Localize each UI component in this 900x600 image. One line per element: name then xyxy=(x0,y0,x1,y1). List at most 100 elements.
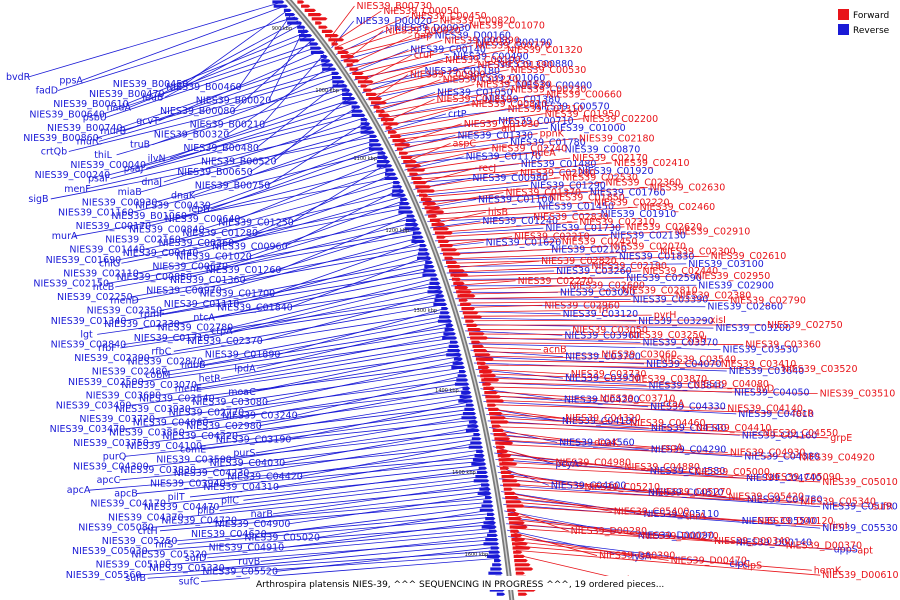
forward-gene-arrow xyxy=(448,269,465,273)
reverse-connector xyxy=(234,490,490,522)
reverse-gene-label: NIES39_C01360 xyxy=(170,275,246,286)
forward-connector xyxy=(437,221,578,233)
forward-gene-arrow xyxy=(439,244,454,248)
reverse-gene-label: gcvT xyxy=(136,116,159,127)
reverse-connector xyxy=(68,83,345,152)
forward-gene-arrow xyxy=(513,554,526,558)
forward-gene-arrow xyxy=(482,382,492,386)
reverse-gene-label: NIES39_B00460 xyxy=(166,82,242,93)
reverse-gene-arrow xyxy=(341,88,351,92)
forward-gene-arrow xyxy=(509,521,525,525)
forward-gene-arrow xyxy=(483,386,495,390)
reverse-connector xyxy=(81,5,286,81)
forward-connector xyxy=(420,177,561,194)
forward-gene-arrow xyxy=(514,559,528,563)
reverse-gene-arrow xyxy=(444,328,455,332)
reverse-connector xyxy=(150,498,491,528)
reverse-connector xyxy=(145,404,473,444)
forward-connector xyxy=(484,382,755,390)
forward-connector xyxy=(459,290,621,295)
reverse-gene-label: NIES39_C01240 xyxy=(482,216,558,227)
forward-connector xyxy=(497,439,728,453)
reverse-gene-label: miaB xyxy=(118,187,142,198)
forward-gene-label: NIES39_D00390 xyxy=(599,551,675,562)
forward-gene-label: NIES39_C05340 xyxy=(800,497,876,508)
reverse-connector xyxy=(228,423,477,461)
forward-gene-label: thrA xyxy=(686,511,707,522)
forward-connector xyxy=(372,74,409,101)
forward-gene-label: NIES39_C02190 xyxy=(591,261,667,272)
forward-gene-label: NIES39_C01220 xyxy=(443,75,519,86)
forward-gene-label: NIES39_C02460 xyxy=(640,202,716,213)
reverse-gene-label: NIES39_C00570 xyxy=(534,102,610,113)
reverse-connector xyxy=(237,158,388,220)
reverse-connector xyxy=(184,154,386,217)
forward-gene-arrow xyxy=(490,416,506,420)
reverse-gene-label: NIES39_C03930 xyxy=(115,404,191,415)
forward-connector xyxy=(515,549,821,576)
forward-gene-label: sufR xyxy=(872,501,893,512)
reverse-gene-label: NIES39_C00640 xyxy=(165,214,241,225)
reverse-connector xyxy=(50,136,376,200)
reverse-gene-label: NIES39_C03290 xyxy=(638,316,714,327)
reverse-gene-arrow xyxy=(476,449,484,453)
reverse-connector xyxy=(207,143,380,207)
forward-connector xyxy=(505,483,799,502)
forward-gene-arrow xyxy=(478,365,490,369)
reverse-connector xyxy=(201,169,393,230)
reverse-connector xyxy=(167,330,454,376)
forward-gene-arrow xyxy=(387,130,398,134)
forward-gene-label: NIES39_C02440 xyxy=(643,266,719,277)
reverse-gene-arrow xyxy=(351,109,364,113)
reverse-connector xyxy=(129,244,425,298)
forward-gene-label: xisH xyxy=(687,335,707,346)
forward-connector xyxy=(369,69,509,96)
reverse-gene-label: NIES39_C03940 xyxy=(150,478,226,489)
reverse-connector xyxy=(246,438,480,474)
forward-connector xyxy=(495,430,593,444)
forward-connector xyxy=(408,147,490,167)
reverse-gene-label: NIES39_B00210 xyxy=(190,119,266,130)
forward-gene-arrow xyxy=(399,151,409,155)
forward-gene-arrow xyxy=(415,185,432,189)
reverse-gene-arrow xyxy=(483,521,497,525)
forward-gene-arrow xyxy=(470,336,489,340)
reverse-gene-label: NIES39_C05530 xyxy=(822,523,898,534)
reverse-gene-arrow xyxy=(490,546,500,550)
legend-reverse-label: Reverse xyxy=(853,26,890,36)
reverse-connector xyxy=(162,262,432,315)
forward-connector xyxy=(462,300,729,304)
reverse-gene-label: apcA xyxy=(67,485,91,496)
reverse-gene-arrow xyxy=(377,151,387,155)
forward-gene-label: NIES39_D00280 xyxy=(571,526,647,537)
reverse-gene-label: murC xyxy=(77,136,103,147)
reverse-gene-label: NIES39_C02330 xyxy=(104,319,180,330)
forward-gene-arrow xyxy=(436,235,446,239)
reverse-connector xyxy=(235,397,471,437)
forward-gene-arrow xyxy=(318,25,328,29)
forward-gene-label: NIES39_D00340 xyxy=(714,536,790,547)
reverse-gene-label: NIES39_C01100 xyxy=(478,195,554,206)
forward-gene-labels: NIES39_B00730NIES39_C00050NIES39_C00450N… xyxy=(356,1,898,586)
forward-gene-label: gap xyxy=(414,30,432,41)
reverse-gene-label: NIES39_C00980 xyxy=(472,173,548,184)
reverse-connector xyxy=(161,20,299,95)
reverse-connector xyxy=(272,483,488,515)
forward-connector xyxy=(434,211,486,224)
forward-connector xyxy=(450,260,540,269)
reverse-gene-label: NIES39_C00170 xyxy=(76,221,152,232)
reverse-gene-arrow xyxy=(360,130,375,134)
reverse-gene-label: NIES39_C01110 xyxy=(164,299,240,310)
reverse-gene-arrow xyxy=(310,46,322,50)
reverse-gene-label: NIES39_C03840 xyxy=(649,380,725,391)
forward-gene-label: NIES39_C05090 xyxy=(765,472,841,483)
forward-connector xyxy=(441,231,673,242)
reverse-gene-label: NIES39_C04050 xyxy=(734,387,810,398)
reverse-gene-arrow xyxy=(428,286,442,290)
forward-gene-arrow xyxy=(473,349,488,353)
forward-gene-label: NIES39_C05420 xyxy=(728,492,804,503)
forward-gene-arrow xyxy=(466,323,478,327)
forward-gene-arrow xyxy=(428,214,438,218)
genome-backbone-highlight xyxy=(287,0,513,600)
